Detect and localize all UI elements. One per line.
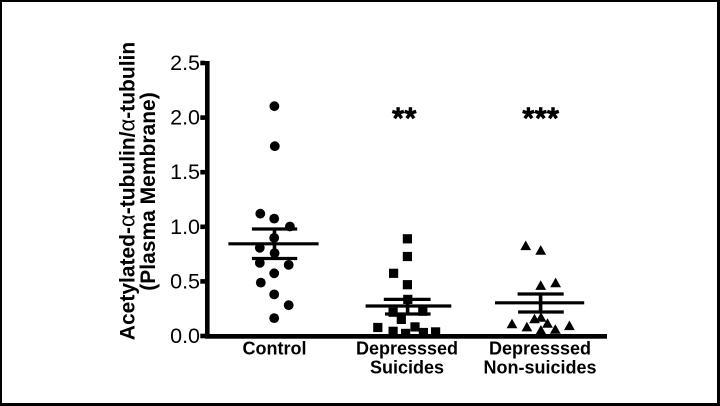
svg-text:1.5: 1.5 <box>170 160 200 184</box>
svg-text:2.5: 2.5 <box>170 51 200 75</box>
svg-text:Control: Control <box>243 339 307 359</box>
svg-text:Acetylated-α-tubulin/α-tubulin: Acetylated-α-tubulin/α-tubulin <box>115 42 140 340</box>
svg-text:Non-suicides: Non-suicides <box>483 357 596 377</box>
svg-text:(Plasma Membrane): (Plasma Membrane) <box>137 92 160 290</box>
svg-text:Depresssed: Depresssed <box>356 339 458 359</box>
svg-text:0.0: 0.0 <box>170 324 200 348</box>
svg-text:Suicides: Suicides <box>370 357 444 377</box>
svg-text:2.0: 2.0 <box>170 106 200 130</box>
svg-text:Depresssed: Depresssed <box>489 339 591 359</box>
svg-text:0.5: 0.5 <box>170 269 200 293</box>
svg-text:1.0: 1.0 <box>170 215 200 239</box>
